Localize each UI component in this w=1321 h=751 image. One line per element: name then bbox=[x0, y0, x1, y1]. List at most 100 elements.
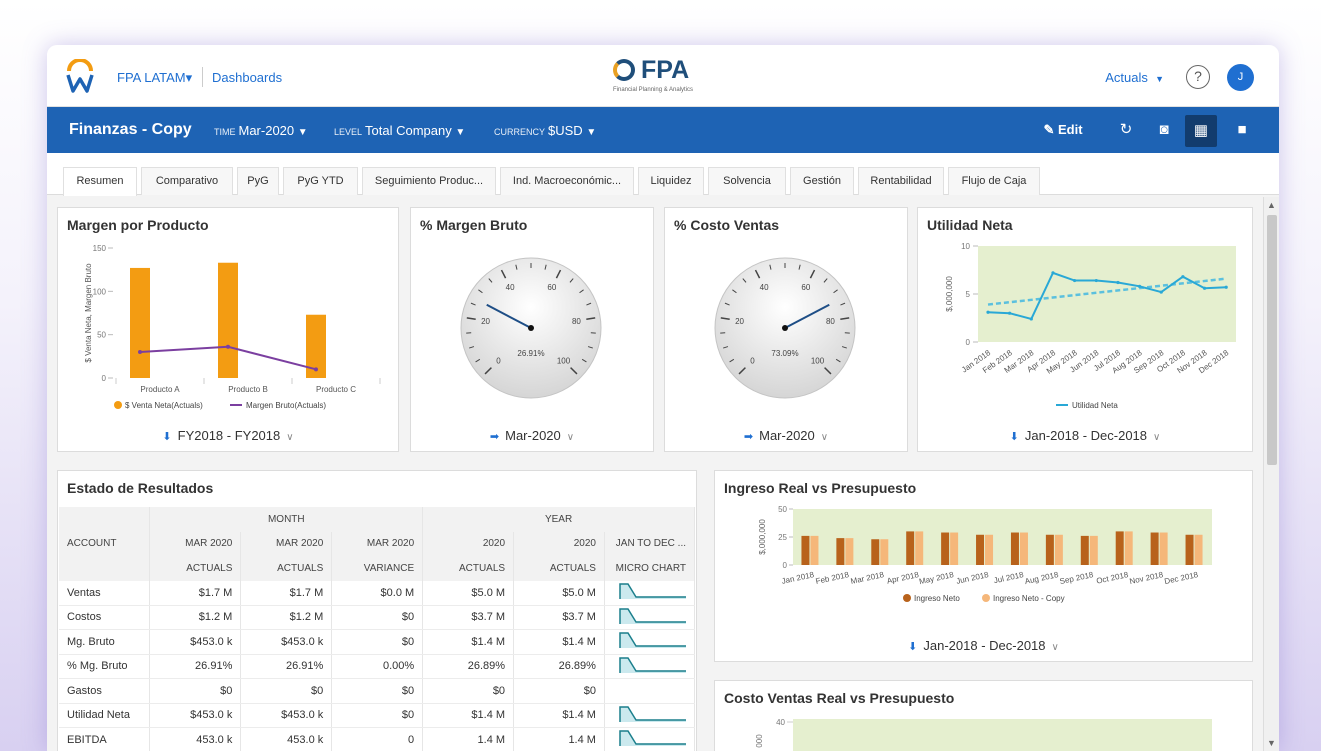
col-header-top[interactable]: 2020 bbox=[422, 531, 515, 556]
table-row[interactable]: Ventas $1.7 M $1.7 M $0.0 M $5.0 M $5.0 M bbox=[59, 580, 696, 606]
tab-pyg[interactable]: PyG bbox=[237, 167, 279, 195]
col-header-top[interactable]: MAR 2020 bbox=[331, 531, 424, 556]
workday-logo-icon[interactable] bbox=[65, 59, 95, 93]
y-axis-label: 000 bbox=[755, 734, 764, 748]
col-header-top[interactable]: MAR 2020 bbox=[149, 531, 242, 556]
card-title: % Costo Ventas bbox=[674, 217, 780, 233]
micro-chart-cell bbox=[604, 678, 696, 704]
estado-table-body: Ventas $1.7 M $1.7 M $0.0 M $5.0 M $5.0 M Cost… bbox=[59, 580, 696, 751]
gauge-tick bbox=[579, 289, 584, 294]
edit-button[interactable]: ✎ Edit bbox=[1043, 122, 1083, 137]
dashboards-link[interactable]: Dashboards bbox=[212, 70, 283, 85]
gauge-tick bbox=[586, 317, 596, 320]
tab-pyg-ytd[interactable]: PyG YTD bbox=[283, 167, 358, 195]
video-icon[interactable]: ■ bbox=[1237, 121, 1247, 138]
point-utilidad-neta bbox=[1116, 280, 1120, 285]
x-tick-label: Mar 2018 bbox=[850, 570, 885, 586]
value-cell: $453.0 k bbox=[240, 703, 333, 728]
avatar[interactable]: J bbox=[1227, 64, 1254, 91]
tab-ind-macro[interactable]: Ind. Macroeconómic... bbox=[500, 167, 634, 195]
x-tick-label: Dec 2018 bbox=[1164, 570, 1200, 586]
x-tick-label: Producto A bbox=[140, 385, 180, 394]
caret-down-icon: ▼ bbox=[586, 127, 597, 138]
grid-layout-icon[interactable]: ▦ bbox=[1185, 115, 1217, 147]
gauge-tick-label: 60 bbox=[547, 283, 556, 292]
scroll-up-icon[interactable]: ▲ bbox=[1267, 200, 1276, 210]
tab-comparativo[interactable]: Comparativo bbox=[141, 167, 233, 195]
help-icon[interactable]: ? bbox=[1186, 65, 1210, 89]
y-tick-label: 0 bbox=[783, 561, 788, 570]
table-row[interactable]: Mg. Bruto $453.0 k $453.0 k $0 $1.4 M $1.4 M bbox=[59, 629, 696, 655]
micro-chart bbox=[619, 632, 686, 649]
card-filter[interactable]: ⬇ Jan-2018 - Dec-2018 ∨ bbox=[1009, 428, 1161, 443]
scroll-down-icon[interactable]: ▼ bbox=[1267, 738, 1276, 748]
micro-line bbox=[619, 608, 686, 624]
account-cell[interactable]: Gastos bbox=[59, 678, 151, 704]
card-filter[interactable]: ⬇ FY2018 - FY2018 ∨ bbox=[162, 428, 294, 443]
actuals-dropdown[interactable]: Actuals ▼ bbox=[1105, 70, 1164, 85]
tab-gestion[interactable]: Gestión bbox=[790, 167, 854, 195]
camera-icon[interactable]: ◙ bbox=[1159, 121, 1169, 138]
time-filter[interactable]: TIME Mar-2020 ▼ bbox=[214, 123, 308, 138]
point-margen-bruto bbox=[138, 350, 142, 354]
card-filter[interactable]: ⬇ Jan-2018 - Dec-2018 ∨ bbox=[908, 638, 1059, 653]
col-header-bottom bbox=[59, 556, 151, 581]
account-cell[interactable]: % Mg. Bruto bbox=[59, 654, 151, 679]
point-utilidad-neta bbox=[1224, 285, 1228, 289]
tab-seguimiento[interactable]: Seguimiento Produc... bbox=[362, 167, 496, 195]
gauge-needle bbox=[784, 303, 830, 329]
estado-table: MONTH YEAR ACCOUNT MAR 2020 MAR 2020 MAR… bbox=[59, 507, 696, 751]
bar-venta-neta bbox=[306, 314, 326, 378]
dashboard-toolbar: Finanzas - Copy TIME Mar-2020 ▼ LEVEL Tota… bbox=[47, 107, 1279, 153]
legend-swatch bbox=[982, 594, 990, 602]
card-estado-resultados: Estado de Resultados MONTH YEAR ACCOUNT … bbox=[57, 470, 697, 751]
refresh-icon[interactable]: ↻ bbox=[1119, 121, 1133, 138]
scroll-thumb[interactable] bbox=[1267, 215, 1277, 465]
table-row[interactable]: Costos $1.2 M $1.2 M $0 $3.7 M $3.7 M bbox=[59, 605, 696, 630]
col-header-top[interactable]: ACCOUNT bbox=[59, 531, 151, 556]
card-title: Ingreso Real vs Presupuesto bbox=[724, 480, 917, 496]
table-row[interactable]: % Mg. Bruto 26.91% 26.91% 0.00% 26.89% 26.89% bbox=[59, 654, 696, 679]
card-title: Estado de Resultados bbox=[67, 480, 214, 496]
table-row[interactable]: Gastos $0 $0 $0 $0 $0 bbox=[59, 678, 696, 704]
level-filter[interactable]: LEVEL Total Company ▼ bbox=[334, 123, 466, 138]
org-menu[interactable]: FPA LATAM▾ bbox=[117, 70, 193, 85]
account-cell[interactable]: Ventas bbox=[59, 580, 151, 606]
tab-rentabilidad[interactable]: Rentabilidad bbox=[858, 167, 944, 195]
x-tick-label: Aug 2018 bbox=[1024, 570, 1060, 586]
point-utilidad-neta bbox=[1159, 290, 1163, 294]
gauge-tick bbox=[840, 317, 850, 320]
col-header-top[interactable]: MAR 2020 bbox=[240, 531, 333, 556]
account-cell[interactable]: Mg. Bruto bbox=[59, 629, 151, 655]
card-filter[interactable]: ➡ Mar-2020 ∨ bbox=[743, 428, 829, 443]
value-cell: $1.4 M bbox=[422, 703, 515, 728]
point-margen-bruto bbox=[226, 344, 230, 349]
micro-line bbox=[619, 583, 686, 599]
card-title: Margen por Producto bbox=[67, 217, 209, 233]
legend-swatch bbox=[903, 594, 911, 602]
gauge-tick bbox=[833, 289, 838, 294]
account-cell[interactable]: EBITDA bbox=[59, 727, 151, 751]
account-cell[interactable]: Utilidad Neta bbox=[59, 703, 151, 728]
vertical-scrollbar[interactable]: ▲ ▼ bbox=[1263, 197, 1279, 751]
gauge-value: 26.91% bbox=[517, 349, 544, 358]
gauge-tick bbox=[544, 264, 547, 270]
col-header-top[interactable]: JAN TO DEC ... bbox=[604, 531, 696, 556]
currency-filter[interactable]: CURRENCY $USD ▼ bbox=[494, 123, 597, 138]
gauge-tick bbox=[555, 269, 562, 279]
table-row[interactable]: EBITDA 453.0 k 453.0 k 0 1.4 M 1.4 M bbox=[59, 727, 696, 751]
account-cell[interactable]: Costos bbox=[59, 605, 151, 630]
tab-resumen[interactable]: Resumen bbox=[63, 167, 137, 196]
legend-label: Ingreso Neto bbox=[914, 594, 960, 603]
tab-liquidez[interactable]: Liquidez bbox=[638, 167, 704, 195]
table-row[interactable]: Utilidad Neta $453.0 k $453.0 k $0 $1.4 M $1.… bbox=[59, 703, 696, 728]
gauge-tick bbox=[478, 289, 483, 294]
card-filter[interactable]: ➡ Mar-2020 ∨ bbox=[489, 428, 575, 443]
gauge-tick-label: 0 bbox=[750, 357, 755, 366]
bar-ingreso-neto-copy bbox=[810, 535, 819, 565]
bar-ingreso-neto bbox=[906, 531, 915, 565]
gauge-tick bbox=[840, 302, 846, 306]
tab-solvencia[interactable]: Solvencia bbox=[708, 167, 786, 195]
tab-flujo-caja[interactable]: Flujo de Caja bbox=[948, 167, 1040, 195]
col-header-top[interactable]: 2020 bbox=[513, 531, 605, 556]
